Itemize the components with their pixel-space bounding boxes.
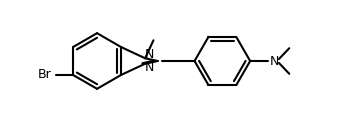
Text: N: N bbox=[144, 61, 154, 74]
Text: N: N bbox=[269, 55, 279, 67]
Text: Br: Br bbox=[37, 68, 51, 81]
Text: N: N bbox=[144, 48, 154, 61]
